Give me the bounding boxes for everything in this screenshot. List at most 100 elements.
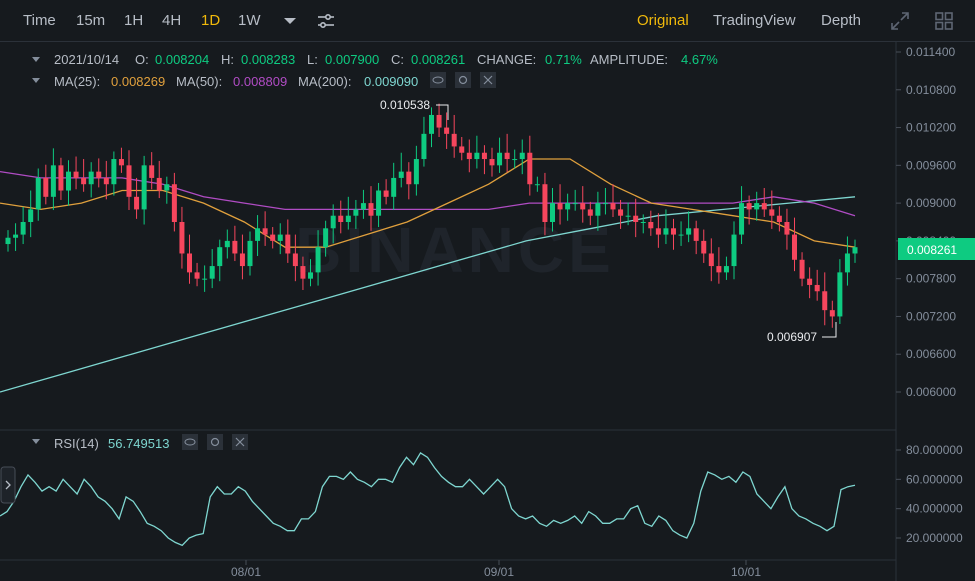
candle-body bbox=[618, 209, 624, 216]
svg-text:MA(25): 0.008269 M: MA(25): 0.008269 MA(50): 0.008809 MA(200… bbox=[54, 74, 418, 89]
candle-body bbox=[633, 215, 639, 222]
high-annotation: 0.010538 bbox=[380, 98, 449, 120]
candle-body bbox=[716, 266, 722, 273]
candle-body bbox=[406, 171, 412, 185]
candle-body bbox=[459, 146, 465, 153]
time-tick-label: 08/01 bbox=[231, 565, 261, 579]
ma-collapse-caret-icon[interactable] bbox=[32, 78, 40, 83]
price-tick-label: 0.011400 bbox=[906, 45, 955, 59]
candle-body bbox=[776, 215, 782, 222]
rsi-axis: 80.000000 60.000000 40.000000 20.000000 bbox=[896, 443, 963, 545]
candle-body bbox=[383, 190, 389, 197]
side-panel-toggle[interactable] bbox=[0, 466, 16, 504]
candlestick-chart[interactable]: BINANCE 0.011400 0.010800 0.010200 0.009600… bbox=[0, 42, 975, 581]
rsi-tick-label: 40.000000 bbox=[906, 502, 963, 516]
candle-body bbox=[413, 159, 419, 185]
candle-body bbox=[429, 114, 434, 134]
candle-body bbox=[701, 240, 707, 254]
ma200-line bbox=[0, 196, 856, 393]
view-tradingview[interactable]: TradingView bbox=[713, 12, 796, 29]
candle-body bbox=[723, 266, 729, 273]
last-price-tag: 0.008261 bbox=[898, 238, 975, 260]
candle-body bbox=[829, 310, 835, 317]
interval-15m[interactable]: 15m bbox=[76, 12, 106, 29]
interval-1d[interactable]: 1D bbox=[201, 12, 221, 29]
candle-body bbox=[315, 247, 321, 273]
chart-toolbar: Time 15m 1H 4H 1D 1W Original TradingVie… bbox=[0, 0, 975, 42]
candle-body bbox=[792, 234, 797, 260]
caret-down-icon[interactable] bbox=[282, 13, 302, 33]
rsi-close-icon[interactable] bbox=[232, 434, 248, 450]
ma-settings-icon[interactable] bbox=[455, 72, 471, 88]
candle-body bbox=[527, 152, 533, 185]
svg-text:RSI(14) 56.749513: RSI(14) 56.749513 bbox=[54, 436, 169, 451]
price-axis: 0.011400 0.010800 0.010200 0.009600 0.009000… bbox=[896, 45, 956, 399]
candle-body bbox=[512, 159, 518, 161]
candle-body bbox=[466, 152, 472, 160]
rsi-collapse-caret-icon[interactable] bbox=[32, 439, 40, 444]
candle-body bbox=[103, 177, 109, 185]
price-tick-label: 0.006000 bbox=[906, 385, 956, 399]
candle-body bbox=[610, 203, 616, 210]
candle-body bbox=[678, 234, 684, 236]
view-original[interactable]: Original bbox=[637, 12, 689, 29]
watermark-text: BINANCE bbox=[295, 214, 615, 286]
candle-body bbox=[731, 234, 737, 267]
time-tick-label: 10/01 bbox=[731, 565, 761, 579]
ma-visibility-icon[interactable] bbox=[430, 72, 446, 88]
candle-body bbox=[376, 190, 382, 216]
candle-body bbox=[769, 209, 775, 216]
candle-body bbox=[73, 171, 79, 178]
candle-body bbox=[746, 203, 752, 210]
candle-body bbox=[209, 266, 215, 279]
rsi-settings-icon[interactable] bbox=[207, 434, 223, 450]
interval-1w[interactable]: 1W bbox=[238, 12, 261, 29]
candle-body bbox=[398, 171, 404, 178]
candle-body bbox=[572, 203, 578, 205]
candle-body bbox=[285, 234, 291, 254]
candle-body bbox=[20, 222, 26, 235]
candle-body bbox=[451, 133, 457, 147]
candle-body bbox=[81, 177, 87, 185]
candle-body bbox=[194, 272, 200, 279]
candle-body bbox=[655, 228, 661, 235]
interval-1h[interactable]: 1H bbox=[124, 12, 144, 29]
collapse-caret-icon[interactable] bbox=[32, 57, 40, 62]
candle-body bbox=[421, 133, 427, 160]
candle-body bbox=[270, 234, 276, 241]
candle-body bbox=[28, 209, 34, 222]
candle-body bbox=[126, 165, 132, 197]
candle-body bbox=[686, 228, 692, 235]
candle-body bbox=[784, 222, 790, 235]
candle-body bbox=[149, 165, 155, 178]
svg-text:0.008261: 0.008261 bbox=[907, 243, 957, 257]
low-annotation: 0.006907 bbox=[767, 322, 837, 344]
candle-body bbox=[391, 177, 397, 197]
rsi-tick-label: 20.000000 bbox=[906, 531, 963, 545]
candle-body bbox=[595, 203, 601, 216]
rsi-tick-label: 60.000000 bbox=[906, 472, 963, 486]
expand-icon[interactable] bbox=[890, 11, 910, 31]
candle-body bbox=[13, 234, 19, 238]
candle-body bbox=[814, 284, 820, 292]
candle-body bbox=[156, 177, 162, 191]
ma-close-icon[interactable] bbox=[480, 72, 496, 88]
sliders-icon[interactable] bbox=[316, 11, 336, 31]
svg-text:0.010538: 0.010538 bbox=[380, 98, 430, 112]
price-tick-label: 0.007800 bbox=[906, 272, 956, 286]
candle-body bbox=[368, 203, 374, 216]
candle-body bbox=[761, 203, 767, 210]
view-depth[interactable]: Depth bbox=[821, 12, 862, 29]
candle-body bbox=[640, 222, 646, 223]
rsi-line bbox=[0, 451, 856, 547]
candle-body bbox=[474, 152, 480, 160]
interval-4h[interactable]: 4H bbox=[162, 12, 182, 29]
candle-body bbox=[202, 278, 208, 280]
candle-body bbox=[708, 253, 714, 267]
ma-info: MA(25): 0.008269 MA(50): 0.008809 MA(200… bbox=[32, 72, 496, 89]
interval-time[interactable]: Time bbox=[23, 12, 56, 29]
grid-icon[interactable] bbox=[934, 11, 954, 31]
rsi-info: RSI(14) 56.749513 bbox=[32, 434, 248, 451]
rsi-visibility-icon[interactable] bbox=[182, 434, 198, 450]
candle-body bbox=[118, 159, 124, 166]
